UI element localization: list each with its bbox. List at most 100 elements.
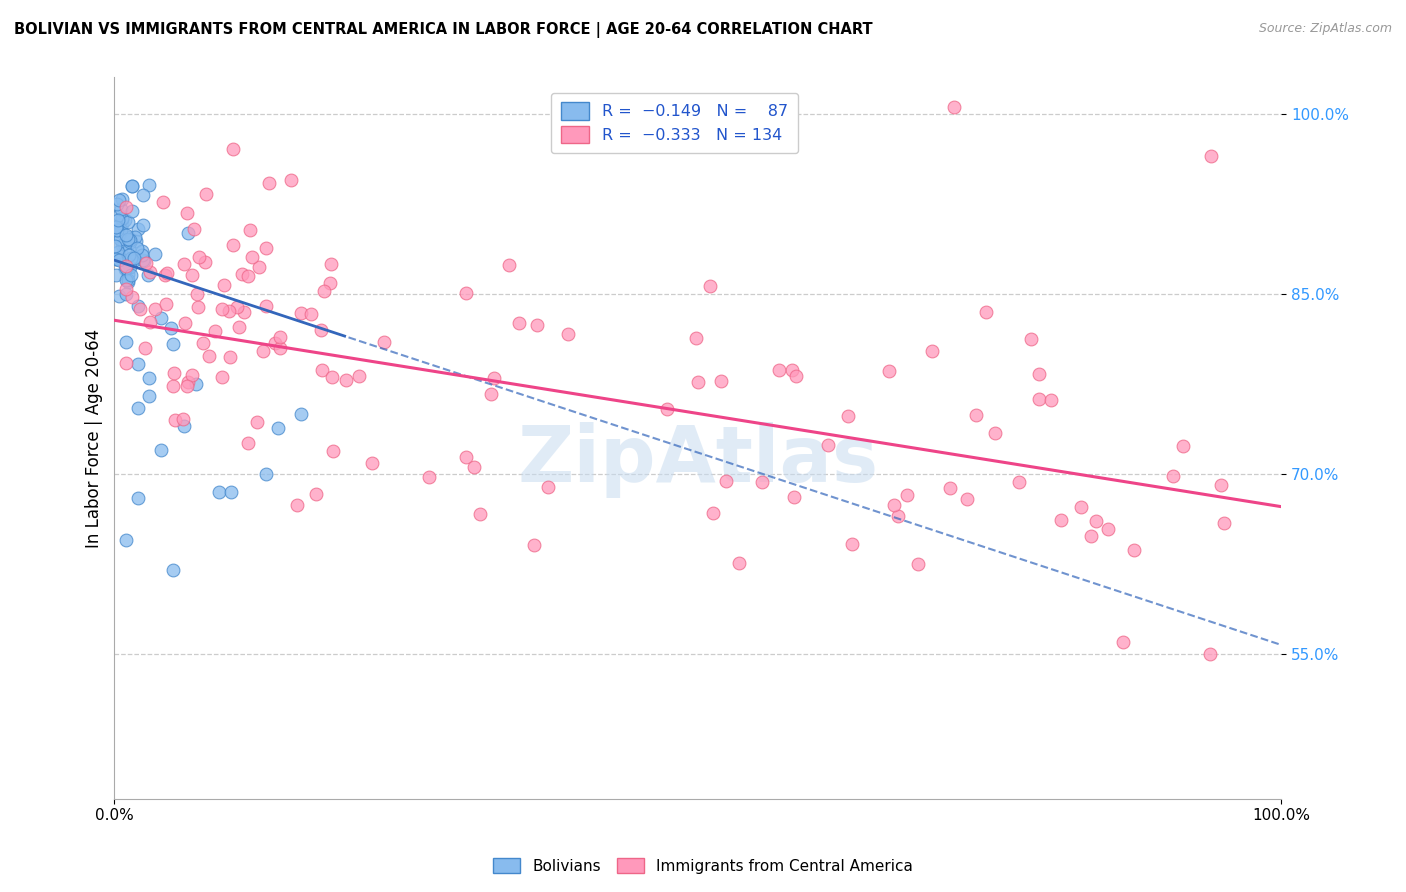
Point (114, 262, 136, 277)
Point (1070, 500, 1092, 515)
Point (114, 273, 136, 287)
Point (468, 507, 491, 521)
Point (107, 193, 129, 207)
Point (702, 506, 724, 520)
Point (132, 252, 155, 267)
Point (269, 342, 291, 356)
Point (143, 302, 166, 317)
Point (111, 192, 134, 206)
Point (117, 232, 139, 246)
Point (108, 224, 131, 238)
Point (319, 276, 342, 290)
Point (783, 491, 806, 505)
Point (118, 242, 141, 256)
Point (115, 227, 138, 242)
Point (117, 267, 139, 281)
Point (187, 300, 209, 314)
Point (877, 364, 900, 378)
Point (974, 305, 997, 319)
Point (456, 285, 478, 300)
Point (108, 229, 131, 244)
Point (983, 425, 1005, 440)
Point (1199, 148, 1222, 162)
Point (479, 387, 502, 401)
Point (155, 268, 177, 283)
Point (127, 401, 149, 415)
Point (115, 286, 138, 301)
Point (186, 287, 208, 301)
Point (162, 379, 184, 393)
Point (127, 357, 149, 371)
Point (114, 212, 136, 227)
Point (361, 456, 384, 470)
Point (121, 291, 143, 305)
Point (211, 301, 233, 316)
Point (222, 142, 245, 156)
Point (280, 173, 302, 187)
Point (104, 239, 127, 253)
Point (107, 253, 129, 268)
Point (173, 316, 195, 330)
Point (226, 300, 249, 314)
Point (321, 369, 343, 384)
Point (841, 537, 863, 551)
Point (322, 443, 344, 458)
Point (117, 273, 139, 287)
Point (1161, 468, 1184, 483)
Point (246, 415, 269, 429)
Point (1097, 522, 1119, 536)
Point (685, 331, 707, 345)
Point (311, 363, 333, 377)
Point (710, 374, 733, 388)
Point (254, 299, 277, 313)
Point (526, 318, 548, 333)
Point (254, 467, 277, 482)
Point (115, 261, 138, 276)
Point (817, 438, 839, 452)
Point (1123, 542, 1146, 557)
Point (150, 443, 173, 458)
Point (124, 230, 146, 244)
Point (896, 488, 918, 502)
Point (131, 244, 153, 258)
Point (121, 179, 143, 194)
Point (120, 254, 142, 268)
Point (204, 324, 226, 338)
Point (108, 219, 131, 233)
Point (347, 368, 370, 383)
Point (155, 297, 177, 311)
Point (173, 419, 195, 434)
Point (162, 563, 184, 577)
Point (239, 223, 262, 237)
Point (212, 277, 235, 292)
Point (111, 217, 134, 231)
Point (290, 407, 312, 421)
Point (219, 485, 242, 500)
Point (238, 269, 260, 284)
Point (557, 327, 579, 342)
Point (134, 341, 156, 355)
Point (110, 223, 132, 237)
Point (1028, 367, 1050, 381)
Point (686, 376, 709, 390)
Point (456, 450, 478, 465)
Point (120, 251, 142, 265)
Point (115, 533, 138, 548)
Point (111, 212, 134, 227)
Point (138, 178, 160, 193)
Point (218, 303, 240, 318)
Point (131, 248, 153, 262)
Point (125, 234, 148, 248)
Point (943, 101, 966, 115)
Point (221, 237, 243, 252)
Point (319, 257, 342, 271)
Point (105, 223, 128, 237)
Point (183, 222, 205, 236)
Point (254, 241, 277, 255)
Point (482, 371, 505, 385)
Point (751, 475, 773, 489)
Point (138, 371, 160, 385)
Point (1008, 475, 1031, 490)
Point (780, 363, 803, 377)
Point (115, 256, 138, 270)
